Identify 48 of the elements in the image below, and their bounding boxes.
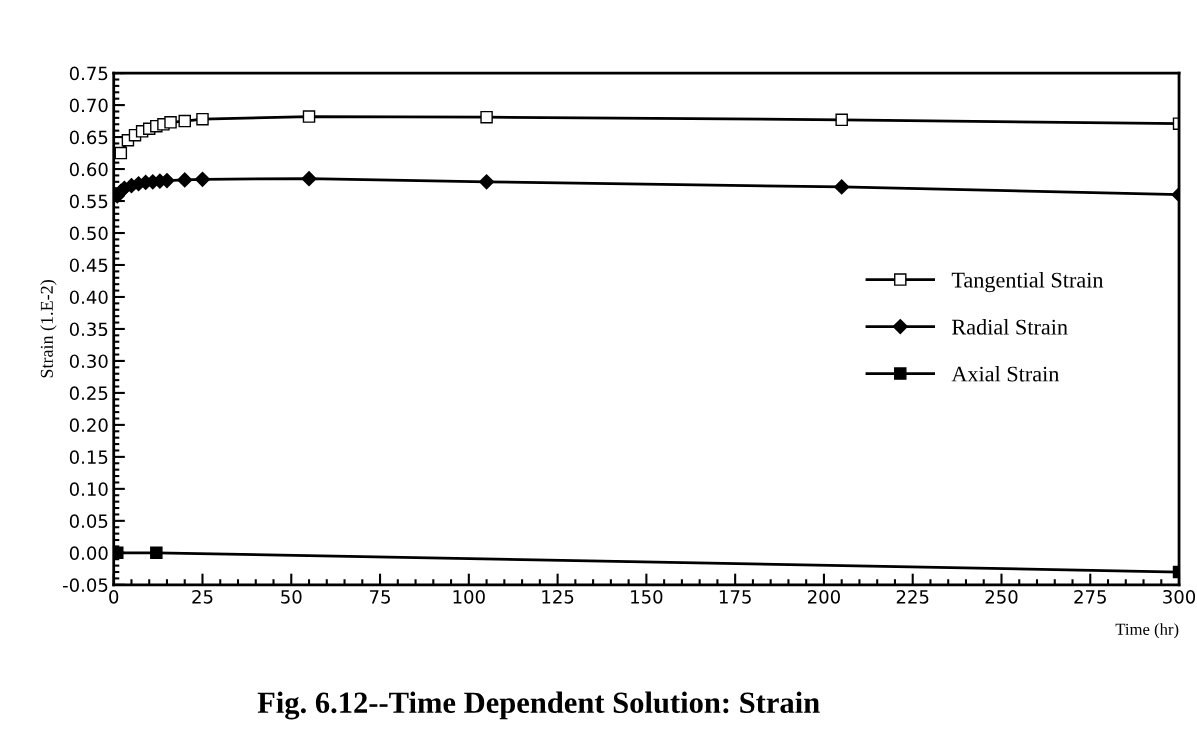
x-tick-label: 75 <box>370 590 390 604</box>
point <box>480 110 493 124</box>
y-tick-label: 0.15 <box>69 450 108 464</box>
y-tick-label: 0.35 <box>69 322 108 337</box>
legend-label: Radial Strain <box>952 318 1068 335</box>
legend-label: Axial Strain <box>951 365 1060 382</box>
y-tick-label: 0.30 <box>69 354 108 369</box>
y-tick-label: 0.20 <box>69 418 108 433</box>
point <box>177 172 193 188</box>
y-tick-label: -0.05 <box>63 578 108 592</box>
x-tick-label: 200 <box>808 589 840 604</box>
y-tick-label: 0.50 <box>69 226 108 241</box>
x-tick-label: 125 <box>542 589 574 604</box>
point <box>194 171 211 187</box>
y-tick-label: 0.25 <box>69 386 108 401</box>
legend-label: Tangential Strain <box>951 271 1104 293</box>
x-tick-label: 225 <box>896 589 929 604</box>
point <box>178 114 191 128</box>
point <box>835 113 848 127</box>
point <box>150 546 163 560</box>
point <box>164 116 177 129</box>
y-tick-label: 0.60 <box>69 162 108 177</box>
x-axis-title: Time (hr) <box>1115 623 1179 639</box>
x-tick-label: 25 <box>192 589 213 604</box>
y-tick-label: 0.55 <box>69 194 108 209</box>
x-tick-label: 100 <box>453 589 485 604</box>
y-tick-label: 0.10 <box>69 482 108 496</box>
x-tick-label: 0 <box>109 589 119 604</box>
point <box>302 110 316 123</box>
y-tick-label: 0.65 <box>69 130 108 145</box>
y-tick-label: 0.40 <box>69 290 108 305</box>
x-tick-label: 275 <box>1074 589 1106 604</box>
y-tick-label: 0.05 <box>69 514 108 528</box>
text: Fig. 6.12--Time Dependent Solution: Strain <box>257 691 820 720</box>
point <box>196 112 209 126</box>
y-tick-label: 0.00 <box>69 546 108 560</box>
y-tick-label: 0.45 <box>69 258 108 273</box>
y-tick-label: 0.70 <box>69 98 108 113</box>
point <box>301 171 317 187</box>
y-tick-label: 0.75 <box>69 66 108 81</box>
x-tick-label: 50 <box>281 589 302 604</box>
point <box>479 174 495 190</box>
point <box>114 146 128 160</box>
y-axis-title: Strain (1.E-2) <box>40 280 57 378</box>
x-tick-label: 150 <box>631 589 663 604</box>
x-tick-label: 175 <box>719 590 751 604</box>
x-tick-label: 250 <box>985 589 1018 604</box>
x-tick-label: 300 <box>1163 589 1196 604</box>
